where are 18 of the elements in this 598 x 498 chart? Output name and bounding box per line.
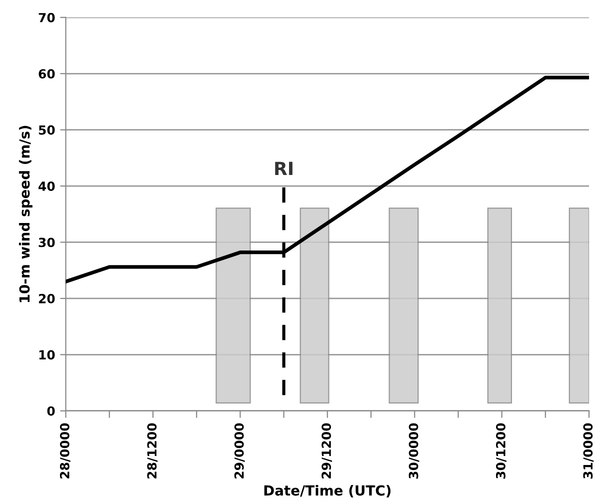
- y-tick-label: 20: [38, 294, 55, 304]
- x-tick-label: 28/0000: [60, 423, 70, 478]
- x-tick-label: 30/1200: [496, 423, 506, 479]
- y-tick-label: 50: [38, 125, 55, 135]
- x-tick-label: 29/0000: [234, 423, 245, 478]
- x-tick-label: 29/1200: [322, 423, 332, 478]
- x-tick-label: 30/0000: [408, 423, 420, 479]
- x-tick-label: 31/0000: [583, 423, 594, 479]
- x-tick-label: 28/1200: [147, 423, 158, 478]
- y-tick-label: 10: [39, 350, 55, 360]
- y-tick-label: 70: [38, 12, 55, 22]
- annotation: RI: [275, 162, 292, 175]
- y-tick-label: 30: [38, 238, 55, 248]
- y-axis-title: 10-m wind speed (m/s): [18, 126, 32, 302]
- y-tick-label: 60: [38, 69, 55, 79]
- x-axis-title: Date/Time (UTC): [264, 484, 391, 498]
- y-tick-label: 0: [47, 406, 55, 416]
- y-tick-label: 40: [38, 182, 55, 191]
